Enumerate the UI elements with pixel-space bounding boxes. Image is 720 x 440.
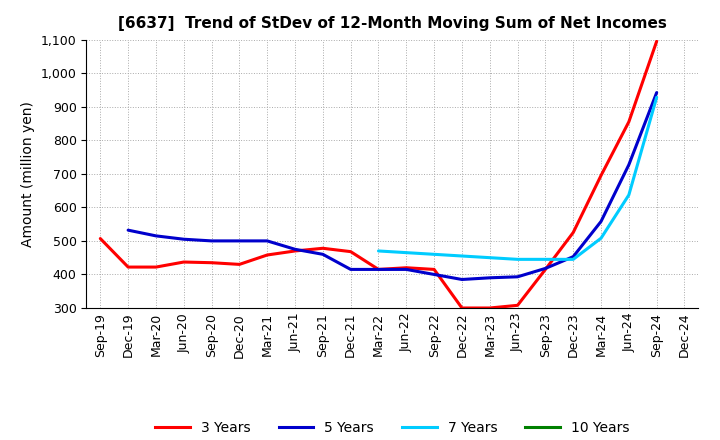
Legend: 3 Years, 5 Years, 7 Years, 10 Years: 3 Years, 5 Years, 7 Years, 10 Years xyxy=(150,415,635,440)
Title: [6637]  Trend of StDev of 12-Month Moving Sum of Net Incomes: [6637] Trend of StDev of 12-Month Moving… xyxy=(118,16,667,32)
Y-axis label: Amount (million yen): Amount (million yen) xyxy=(22,101,35,247)
